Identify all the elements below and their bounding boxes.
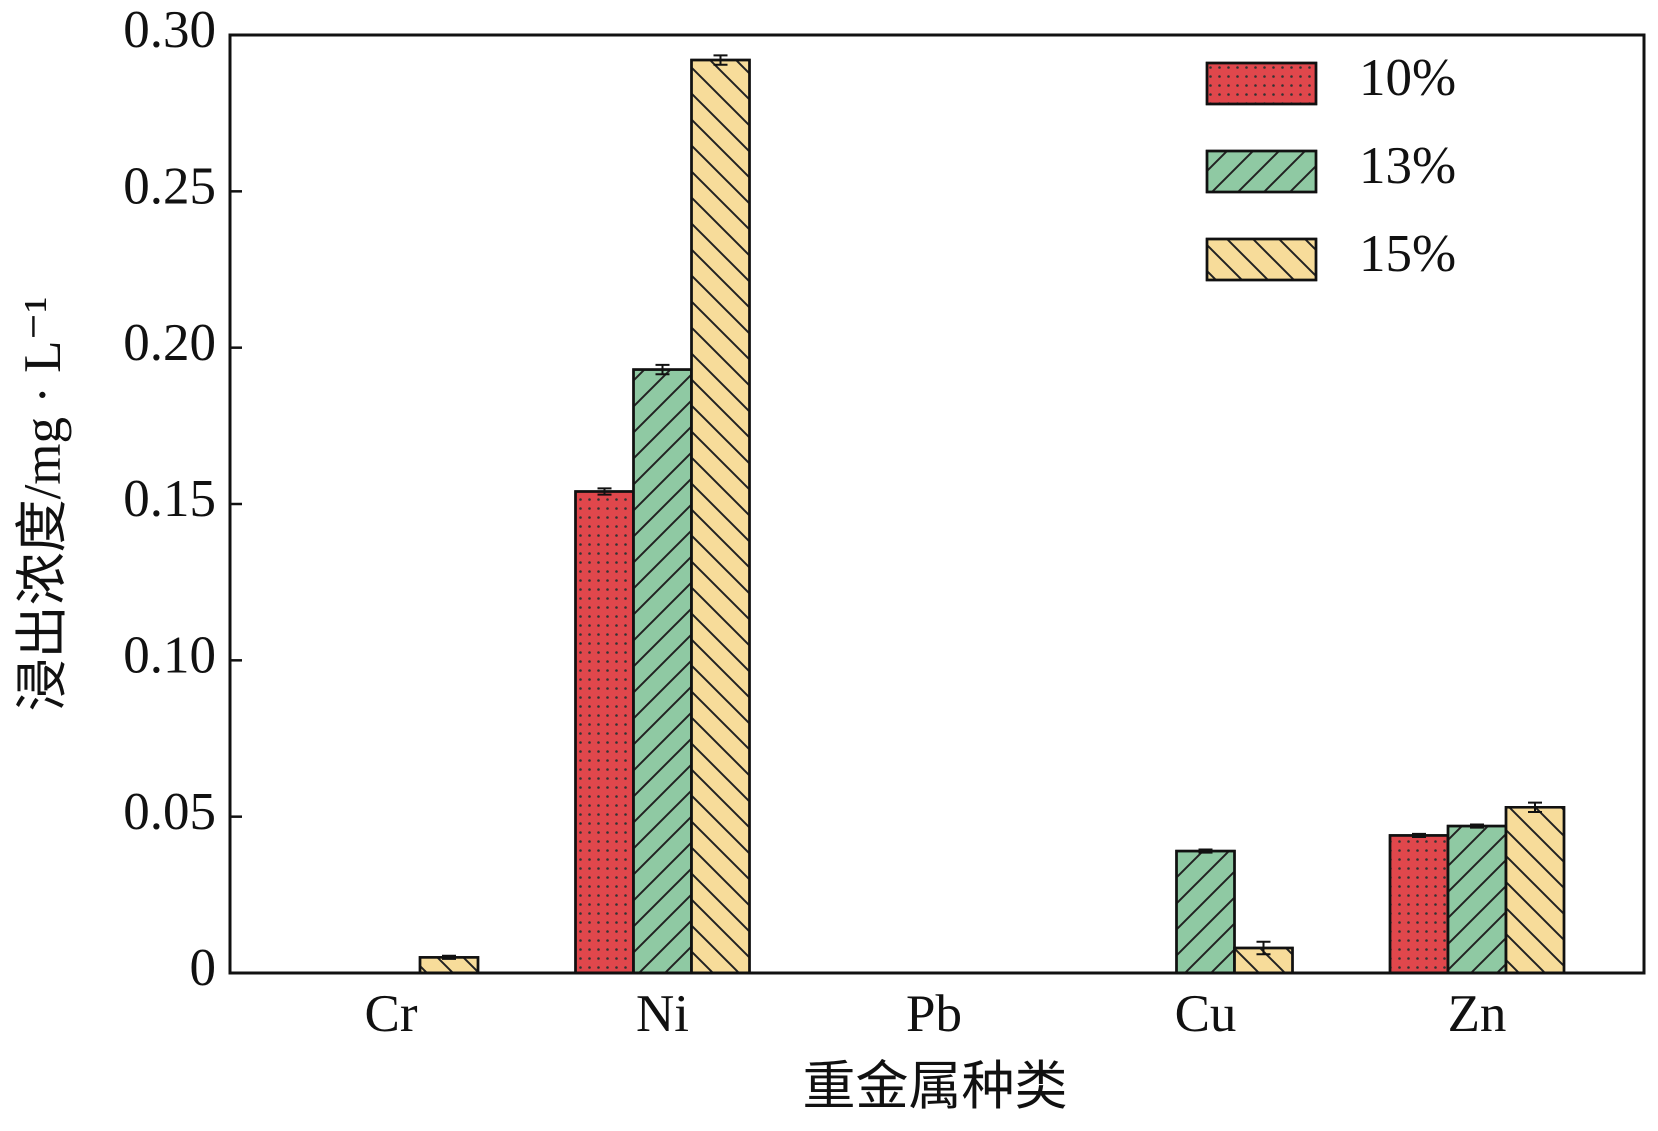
x-tick-label: Zn	[1448, 985, 1507, 1043]
bar-hatch	[690, 58, 751, 975]
error-bar	[713, 54, 728, 66]
plot-frame	[228, 33, 1646, 975]
error-bar	[442, 954, 456, 960]
error-bar	[1198, 848, 1213, 854]
x-tick-label: Cu	[1175, 985, 1237, 1043]
x-axis-label: 重金属种类	[803, 1058, 1068, 1116]
x-tick-label: Pb	[906, 985, 962, 1043]
error-bar	[1412, 832, 1426, 838]
legend-label: 15%	[1359, 225, 1456, 283]
legend-label: 10%	[1359, 49, 1456, 107]
bar-hatch	[1446, 824, 1508, 975]
error-bar	[1528, 801, 1542, 813]
error-bar	[655, 363, 670, 376]
error-bar	[597, 487, 612, 496]
y-tick-label: 0	[190, 939, 217, 997]
y-axis-label: 浸出浓度/mg · L⁻¹	[14, 297, 72, 712]
y-tick-label: 0.05	[123, 783, 216, 841]
bar-hatch	[632, 368, 693, 975]
bar-hatch	[1388, 834, 1450, 975]
legend-swatch-hatch	[1205, 149, 1318, 194]
y-tick-label: 0.25	[123, 157, 216, 215]
y-tick-label: 0.30	[123, 1, 216, 59]
legend-label: 13%	[1359, 137, 1456, 195]
y-tick-label: 0.10	[123, 626, 216, 684]
y-tick-label: 0.20	[123, 314, 216, 372]
legend-swatch-hatch	[1205, 61, 1318, 106]
bar-hatch	[1175, 849, 1236, 975]
x-tick-label: Ni	[636, 985, 689, 1043]
y-tick-label: 0.15	[123, 470, 216, 528]
error-bar	[1470, 823, 1484, 829]
bar-hatch	[574, 490, 635, 975]
bar-hatch	[1504, 806, 1566, 975]
legend-swatch-hatch	[1205, 237, 1318, 282]
x-tick-label: Cr	[365, 985, 418, 1043]
error-bar	[1256, 940, 1271, 956]
